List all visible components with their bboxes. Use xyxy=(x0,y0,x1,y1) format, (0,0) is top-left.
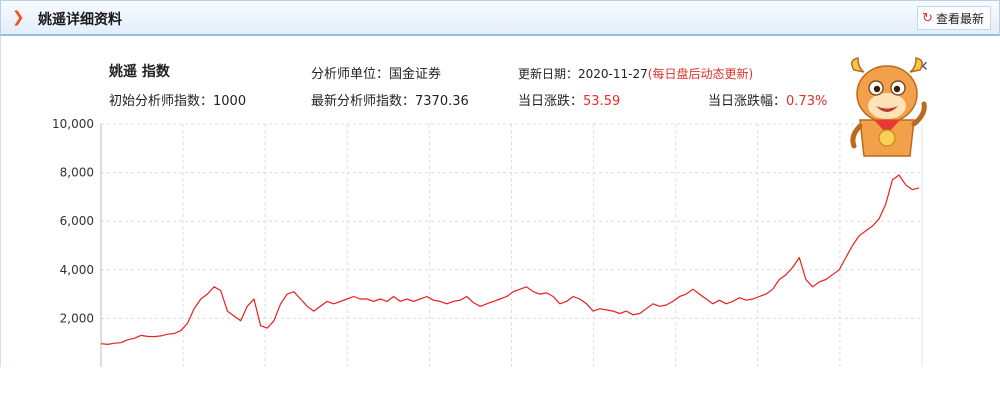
daily-change-label: 当日涨跌： xyxy=(518,94,584,109)
series-line xyxy=(100,174,920,345)
latest-index-label: 最新分析师指数： xyxy=(311,94,416,109)
y-tick-label: 8,000 xyxy=(60,166,94,180)
update-row: 更新日期：2020-11-27(每日盘后动态更新) xyxy=(518,65,753,82)
daily-change-row: 当日涨跌：53.59 xyxy=(518,90,620,109)
init-index-row: 初始分析师指数：1000 xyxy=(109,90,246,109)
latest-index-row: 最新分析师指数：7370.36 xyxy=(311,90,469,109)
chevron-right-icon: ❯ xyxy=(12,8,25,26)
header-bar: ❯ 姚遥详细资料 ↻ 查看最新 xyxy=(0,0,1000,36)
y-tick-label: 6,000 xyxy=(60,214,94,228)
daily-change-value: 53.59 xyxy=(583,94,621,109)
unit-value: 国金证券 xyxy=(389,67,442,82)
unit-row: 分析师单位：国金证券 xyxy=(311,63,441,82)
update-note: (每日盘后动态更新) xyxy=(647,67,754,81)
daily-pct-row: 当日涨跌幅：0.73% xyxy=(708,90,827,109)
page-title: 姚遥详细资料 xyxy=(38,12,122,28)
latest-index-value: 7370.36 xyxy=(415,94,469,109)
init-index-value: 1000 xyxy=(213,94,247,109)
close-icon[interactable]: ✕ xyxy=(917,59,929,75)
chart-panel xyxy=(0,36,1000,367)
refresh-label: 查看最新 xyxy=(935,11,984,26)
y-tick-label: 10,000 xyxy=(52,117,94,131)
daily-pct-label: 当日涨跌幅： xyxy=(708,94,787,109)
y-tick-label: 4,000 xyxy=(60,263,94,277)
update-label: 更新日期： xyxy=(518,67,579,81)
ox-mascot-icon xyxy=(850,57,927,157)
unit-label: 分析师单位： xyxy=(311,67,390,82)
refresh-icon: ↻ xyxy=(922,10,933,26)
update-date: 2020-11-27 xyxy=(578,67,648,81)
index-name: 姚遥 指数 xyxy=(109,64,170,80)
y-tick-label: 2,000 xyxy=(60,311,94,325)
refresh-button[interactable]: ↻ 查看最新 xyxy=(917,6,991,30)
init-index-label: 初始分析师指数： xyxy=(109,94,214,109)
daily-pct-value: 0.73% xyxy=(786,94,828,109)
